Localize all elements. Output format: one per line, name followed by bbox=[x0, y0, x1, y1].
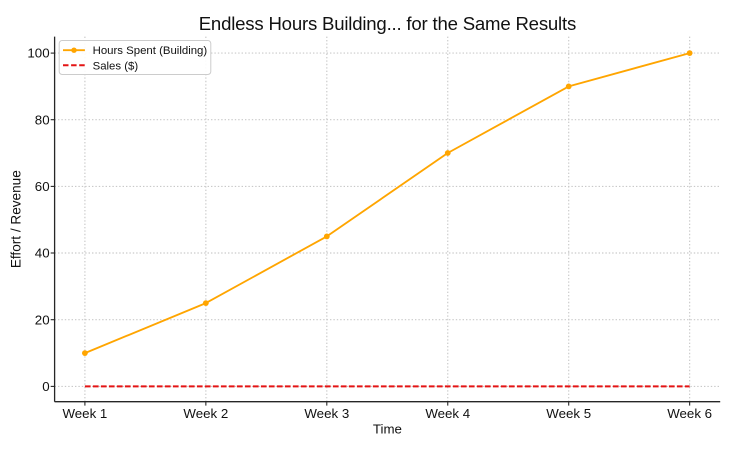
svg-text:Sales ($): Sales ($) bbox=[93, 60, 139, 72]
svg-text:80: 80 bbox=[35, 112, 50, 127]
svg-text:Hours Spent (Building): Hours Spent (Building) bbox=[93, 45, 208, 57]
svg-text:Week 6: Week 6 bbox=[667, 406, 712, 421]
svg-text:Week 1: Week 1 bbox=[62, 406, 107, 421]
svg-text:Time: Time bbox=[373, 422, 402, 437]
svg-text:Week 5: Week 5 bbox=[546, 406, 591, 421]
svg-text:Effort / Revenue: Effort / Revenue bbox=[9, 170, 24, 268]
svg-text:100: 100 bbox=[27, 46, 49, 61]
svg-text:0: 0 bbox=[42, 379, 49, 394]
svg-text:Week 4: Week 4 bbox=[425, 406, 470, 421]
svg-text:Week 2: Week 2 bbox=[183, 406, 228, 421]
svg-text:60: 60 bbox=[35, 179, 50, 194]
svg-text:Endless Hours Building... for: Endless Hours Building... for the Same R… bbox=[199, 13, 576, 34]
svg-text:Week 3: Week 3 bbox=[304, 406, 349, 421]
svg-text:40: 40 bbox=[35, 246, 50, 261]
svg-text:20: 20 bbox=[35, 312, 50, 327]
